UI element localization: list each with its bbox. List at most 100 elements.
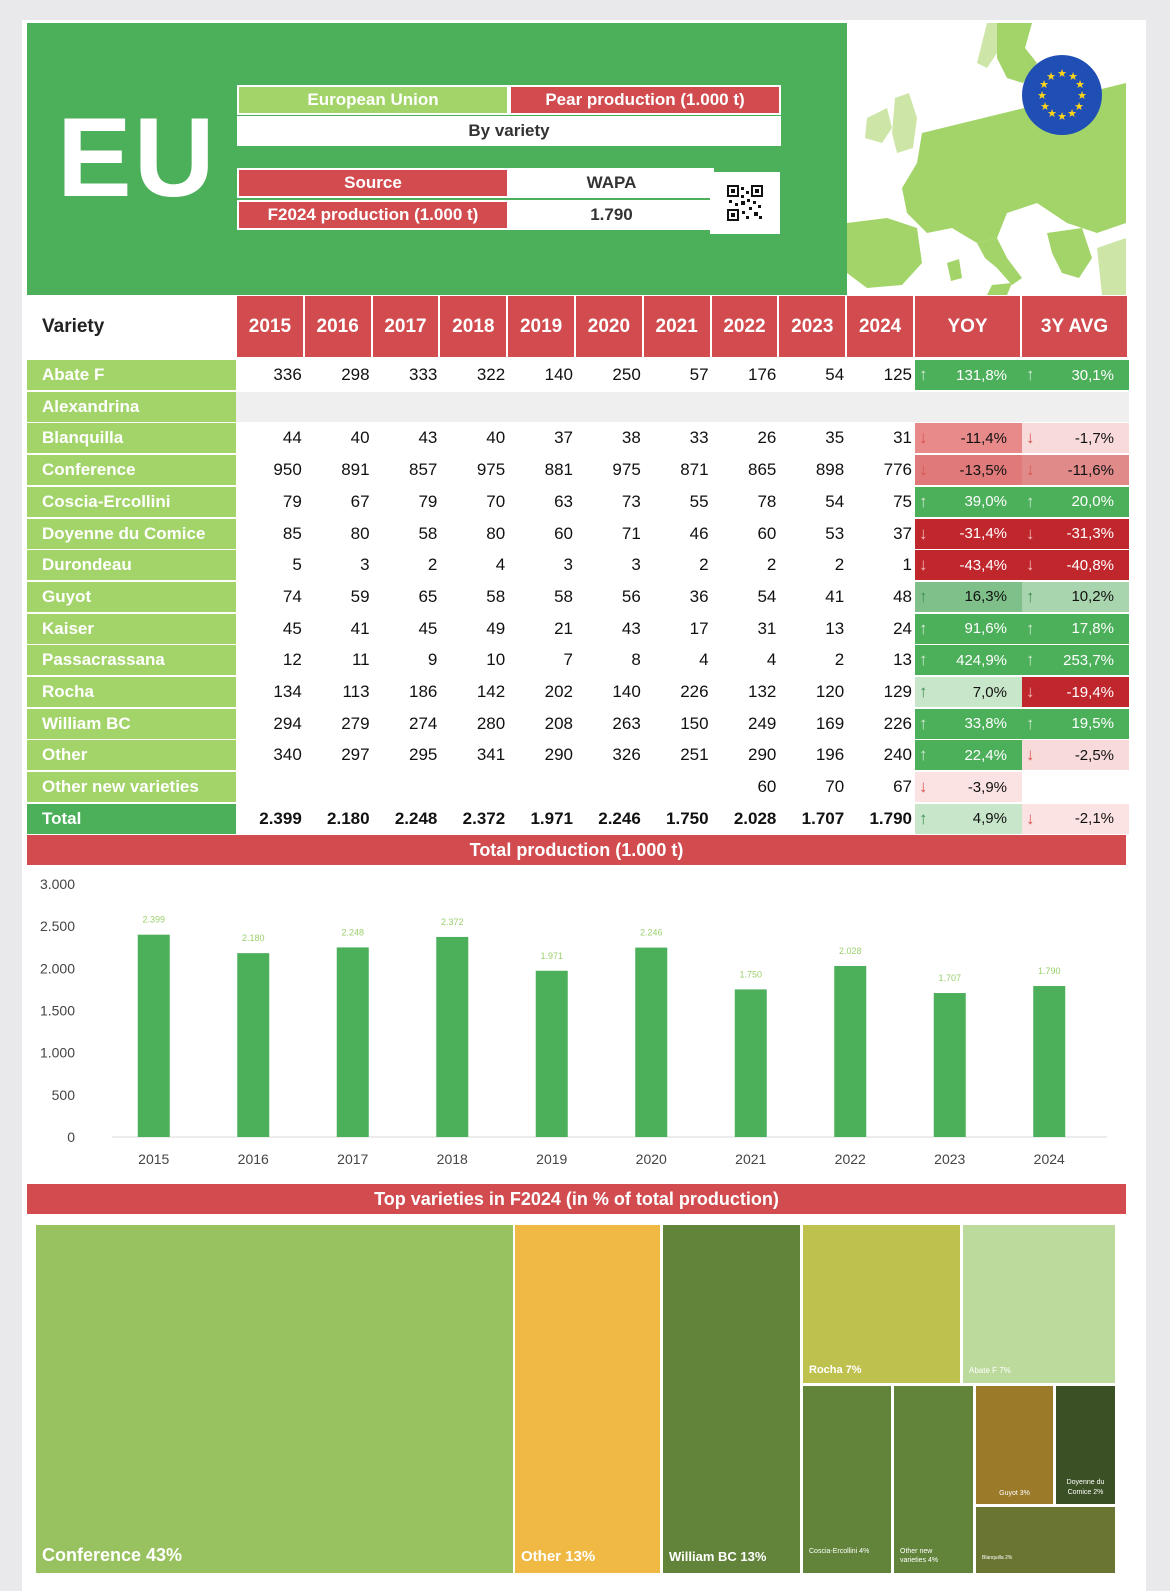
year-header-2022: 2022 [711,296,780,357]
value-cell: 2 [766,555,777,575]
avg3y-cell: ↑ 17,8% [1022,613,1129,644]
table-row: Guyot 74 59 65 58 58 56 36 54 41 48 ↑ 16,3% ↑ 10,2% [27,581,1129,612]
value-cell: 3 [360,555,370,575]
value-cell: 2.180 [327,808,370,828]
yoy-cell: ↓ -13,5% [915,455,1022,486]
x-tick-label: 2017 [337,1151,368,1167]
arrow-up-icon: ↑ [919,650,928,670]
value-cell: 55 [689,491,709,511]
top-varieties-treemap: Conference 43% Other 13% William BC 13% Roc… [36,1225,1115,1573]
arrow-down-icon: ↓ [919,428,928,448]
table-row: Rocha 134 113 186 142 202 140 226 132 120 129 ↑ 7,0%… [27,677,1129,707]
value-cell: 1.707 [801,808,845,828]
value-cell: 10 [486,650,506,670]
variety-name: Guyot [27,581,236,612]
value-cell: 250 [612,365,641,384]
value-cell: 59 [350,586,370,606]
value-cell: 46 [689,523,709,543]
yoy-value: 131,8% [956,366,1007,384]
value-cell: 40 [350,428,370,448]
value-cell [576,772,644,802]
value-cell: 12 [282,650,302,670]
arrow-up-icon: ↑ [919,713,928,733]
value-cell: 63 [554,491,573,511]
variety-name: Other new varieties [27,772,236,803]
value-cell [847,392,915,422]
value-cell: 78 [757,491,777,511]
variety-name: Coscia-Ercollini [27,486,236,517]
variety-name: Durondeau [27,550,236,581]
value-cell: 3 [563,555,573,575]
yoy-value: -43,4% [959,556,1007,574]
value-cell: 169 [815,713,845,733]
value-cell: 336 [273,365,302,384]
yoy-value: -31,4% [959,525,1007,542]
avg3y-value: -40,8% [1066,556,1114,574]
avg3y-cell: ↑ 20,0% [1022,486,1129,517]
bar-2024 [1033,986,1066,1137]
arrow-up-icon: ↑ [919,745,928,765]
value-cell: 975 [612,460,641,480]
value-cell: 17 [689,618,709,638]
avg3y-value: -11,6% [1067,461,1114,479]
value-cell: 54 [825,491,845,511]
value-cell: 865 [748,460,777,480]
production-value: 1.790 [509,200,714,230]
value-cell: 11 [351,650,370,670]
treemap-tile-william-bc [663,1225,800,1573]
value-cell: 871 [680,460,709,480]
avg3y-cell: ↓ -2,1% [1022,803,1129,834]
value-cell [305,772,373,802]
yoy-cell: ↓ -3,9% [915,772,1022,803]
bar-value-label: 2.180 [242,933,265,943]
value-cell: 263 [612,713,641,733]
arrow-up-icon: ↑ [1026,586,1035,606]
year-header-2020: 2020 [576,296,644,357]
value-cell [373,772,441,802]
avg3y-cell: ↓ -31,3% [1022,518,1129,549]
yoy-cell: ↑ 7,0% [915,677,1022,707]
yoy-value: -3,9% [967,778,1007,796]
table-row: Coscia-Ercollini 79 67 79 70 63 73 55 78 54 75 ↑ 39,… [27,486,1129,517]
yoy-value: -11,4% [960,429,1007,447]
avg3y-value: -31,3% [1066,525,1114,542]
treemap-tile-abate-f [963,1225,1115,1383]
value-cell: 13 [893,650,912,670]
qr-code-icon[interactable] [710,172,780,234]
arrow-up-icon: ↑ [919,491,928,511]
value-cell: 24 [893,618,912,638]
arrow-down-icon: ↓ [1026,428,1035,448]
value-cell: 58 [554,586,573,606]
arrow-up-icon: ↑ [919,365,928,384]
source-label: Source [237,168,509,198]
value-cell: 2 [834,650,845,670]
value-cell: 322 [476,365,506,384]
value-cell: 26 [757,428,777,448]
treemap-label: Conference 43% [42,1545,182,1565]
table-row: Kaiser 45 41 45 49 21 43 17 31 13 24 ↑ 91,6% ↑ 17,8% [27,613,1129,644]
value-cell: 33 [689,428,709,448]
year-header-2018: 2018 [440,296,509,357]
value-cell: 4 [699,650,709,670]
value-cell: 333 [409,365,438,384]
bar-2018 [436,936,469,1137]
value-cell: 79 [418,491,438,511]
value-cell: 60 [554,523,573,543]
yoy-value: 91,6% [964,620,1007,638]
value-cell: 150 [680,713,709,733]
value-cell: 297 [341,745,370,765]
avg3y-value: 17,8% [1071,620,1114,638]
yoy-cell: ↑ 22,4% [915,740,1022,771]
year-header-2015: 2015 [237,296,305,357]
table-row: Abate F 336 298 333 322 140 250 57 176 54 125 ↑ 131,… [27,360,1129,390]
value-cell: 340 [273,745,302,765]
value-cell: 38 [621,428,641,448]
value-cell: 776 [883,460,912,480]
yoy-value: -13,5% [959,461,1007,479]
bar-value-label: 1.707 [938,973,961,983]
value-cell: 41 [350,618,370,638]
avg3y-value: 20,0% [1071,493,1114,511]
yoy-header: YOY [915,296,1022,357]
avg3y-value: 19,5% [1071,715,1114,733]
arrow-down-icon: ↓ [919,523,928,543]
